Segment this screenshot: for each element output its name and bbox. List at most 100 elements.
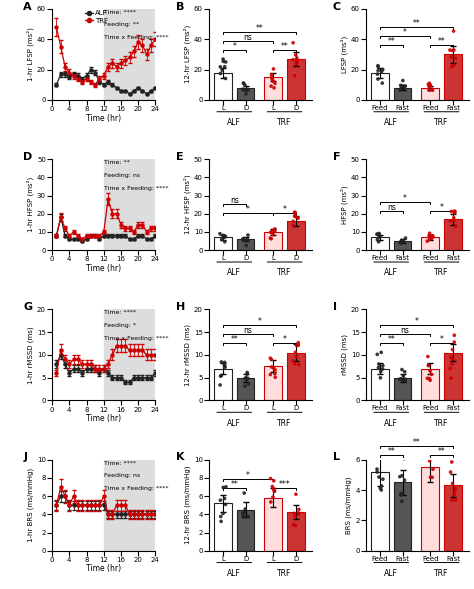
Bar	[287, 59, 305, 100]
Point	[451, 208, 458, 217]
Bar	[371, 237, 389, 250]
Bar	[214, 72, 232, 100]
Text: TRF: TRF	[434, 118, 449, 127]
Point	[396, 238, 404, 247]
Point	[423, 452, 431, 461]
Point	[292, 60, 300, 70]
Point	[295, 509, 302, 519]
Text: *: *	[283, 205, 287, 214]
Text: **: **	[438, 447, 446, 456]
Bar	[371, 369, 389, 401]
Text: TRF: TRF	[434, 569, 449, 578]
Point	[396, 472, 404, 481]
Bar	[371, 72, 389, 100]
Point	[425, 361, 432, 370]
Point	[377, 367, 384, 376]
Bar	[421, 467, 439, 551]
Point	[291, 211, 299, 221]
Point	[290, 520, 297, 530]
Point	[290, 509, 298, 518]
Text: ns: ns	[244, 33, 253, 42]
Point	[220, 233, 228, 242]
Bar	[104, 9, 155, 100]
Text: A: A	[23, 2, 32, 12]
X-axis label: Time (hr): Time (hr)	[86, 564, 121, 573]
Point	[397, 490, 405, 499]
Point	[245, 379, 252, 389]
Point	[239, 509, 246, 518]
Point	[293, 213, 301, 222]
Point	[241, 374, 249, 383]
Point	[295, 360, 302, 369]
Point	[398, 81, 405, 91]
Point	[375, 237, 383, 246]
Point	[447, 364, 454, 373]
Y-axis label: 1-hr rMSSD (ms): 1-hr rMSSD (ms)	[27, 326, 34, 383]
Point	[218, 370, 225, 380]
Point	[271, 224, 279, 234]
Point	[242, 373, 249, 383]
Point	[217, 495, 224, 505]
Point	[450, 61, 458, 70]
Text: Time x Feeding: ****: Time x Feeding: ****	[104, 35, 168, 40]
Point	[294, 508, 302, 518]
Point	[376, 484, 384, 493]
Point	[293, 341, 301, 350]
Point	[397, 489, 405, 498]
Point	[271, 226, 279, 236]
Point	[294, 340, 302, 350]
Point	[241, 236, 248, 245]
Text: ALF: ALF	[228, 269, 241, 277]
Point	[267, 234, 275, 243]
Legend: ALF, TRF: ALF, TRF	[84, 11, 108, 24]
Point	[450, 216, 458, 225]
Point	[451, 330, 458, 340]
Point	[269, 230, 277, 239]
Point	[450, 45, 458, 55]
Point	[221, 494, 228, 503]
Point	[292, 208, 299, 217]
Y-axis label: 12-hr rMSSD (ms): 12-hr rMSSD (ms)	[184, 324, 191, 386]
Text: B: B	[176, 2, 184, 12]
Bar	[264, 77, 282, 100]
Y-axis label: 1-hr HFSP (ms²): 1-hr HFSP (ms²)	[27, 177, 34, 232]
Point	[266, 353, 274, 363]
Bar	[237, 509, 255, 551]
Point	[450, 490, 458, 499]
Point	[219, 483, 227, 492]
Point	[221, 62, 228, 71]
Point	[269, 482, 276, 491]
Point	[374, 363, 382, 372]
Point	[239, 512, 247, 522]
Bar	[237, 88, 255, 100]
Text: L: L	[333, 452, 340, 462]
Point	[426, 229, 433, 238]
Text: ns: ns	[387, 203, 396, 212]
Point	[452, 495, 459, 505]
Point	[396, 375, 403, 384]
Y-axis label: 12-hr LFSP (ms²): 12-hr LFSP (ms²)	[183, 25, 191, 84]
Point	[268, 355, 275, 364]
Point	[399, 76, 407, 85]
Text: Time: ****: Time: ****	[104, 10, 136, 15]
Text: **: **	[412, 19, 420, 28]
Text: *: *	[246, 471, 250, 480]
Point	[374, 235, 381, 244]
Bar	[237, 378, 255, 401]
Point	[221, 237, 228, 246]
Text: TRF: TRF	[434, 269, 449, 277]
Text: Time: **: Time: **	[104, 160, 129, 165]
Text: K: K	[176, 452, 184, 462]
Point	[268, 70, 275, 80]
Text: ALF: ALF	[228, 569, 241, 578]
Point	[427, 80, 434, 90]
Point	[219, 231, 227, 240]
Point	[426, 85, 433, 95]
Point	[398, 471, 406, 481]
Point	[270, 64, 277, 74]
Text: **: **	[230, 335, 238, 344]
Point	[241, 507, 248, 517]
Point	[291, 359, 299, 368]
Point	[293, 57, 301, 66]
Point	[400, 454, 408, 464]
